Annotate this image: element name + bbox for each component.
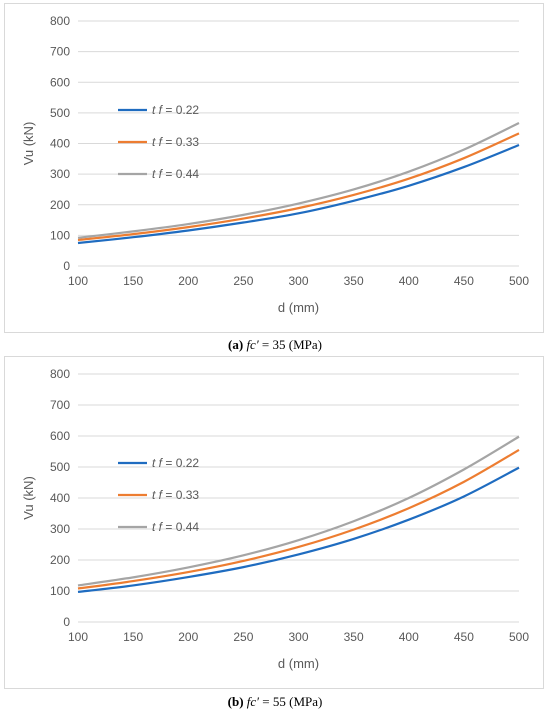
- x-tick-label: 100: [68, 274, 88, 288]
- y-tick-label: 300: [50, 522, 70, 536]
- x-tick-label: 400: [399, 630, 419, 644]
- x-tick-label: 450: [454, 274, 474, 288]
- x-tick-label: 500: [509, 274, 529, 288]
- y-tick-label: 800: [50, 14, 70, 28]
- series-line-1: [77, 144, 520, 245]
- legend-entry: t f = 0.33: [152, 135, 199, 149]
- series-line-1: [77, 466, 520, 594]
- series-line-3: [77, 435, 520, 587]
- x-tick-label: 150: [123, 274, 143, 288]
- y-tick-label: 400: [50, 137, 70, 151]
- x-tick-label: 200: [178, 630, 198, 644]
- x-tick-label: 300: [288, 274, 308, 288]
- x-tick-label: 150: [123, 630, 143, 644]
- series-line-2: [77, 448, 520, 590]
- legend-entry: t f = 0.22: [152, 103, 199, 117]
- y-tick-label: 700: [50, 45, 70, 59]
- x-tick-label: 500: [509, 630, 529, 644]
- x-tick-label: 400: [399, 274, 419, 288]
- y-tick-label: 100: [50, 228, 70, 242]
- x-axis-label: d (mm): [278, 300, 319, 315]
- legend-entry: t f = 0.22: [152, 456, 199, 470]
- y-tick-label: 700: [50, 398, 70, 412]
- caption-b-variable: fc′: [246, 694, 260, 709]
- y-tick-label: 600: [50, 429, 70, 443]
- legend-entry: t f = 0.44: [152, 520, 199, 534]
- y-tick-label: 200: [50, 553, 70, 567]
- y-tick-label: 600: [50, 75, 70, 89]
- y-tick-label: 800: [50, 367, 70, 381]
- chart-panel-b: 0 100 200 300 400 500 600 700 800 100 150 200 250 300…: [4, 356, 544, 689]
- chart-panel-a: 0 100 200 300 400 500 600 700 800 100 150 200 250 300…: [4, 3, 544, 333]
- legend-entry: t f = 0.33: [152, 488, 199, 502]
- x-tick-label: 200: [178, 274, 198, 288]
- caption-a-value: = 35 (MPa): [258, 337, 322, 352]
- x-tick-label: 250: [233, 274, 253, 288]
- series-line-2: [77, 132, 520, 242]
- y-axis-label: Vu (kN): [21, 476, 36, 520]
- y-tick-label: 0: [63, 615, 70, 629]
- y-tick-label: 0: [63, 259, 70, 273]
- y-tick-label: 300: [50, 167, 70, 181]
- series-line-3: [77, 121, 520, 239]
- caption-b-value: = 55 (MPa): [259, 694, 323, 709]
- legend-entry: t f = 0.44: [152, 167, 199, 181]
- x-axis-label: d (mm): [278, 656, 319, 671]
- x-tick-label: 100: [68, 630, 88, 644]
- caption-a-letter: (a): [228, 337, 244, 352]
- caption-a-variable: fc′: [246, 337, 259, 352]
- y-axis-label: Vu (kN): [21, 122, 36, 166]
- x-tick-label: 300: [288, 630, 308, 644]
- x-tick-label: 250: [233, 630, 253, 644]
- y-tick-label: 100: [50, 584, 70, 598]
- x-tick-label: 350: [344, 630, 364, 644]
- y-tick-label: 500: [50, 106, 70, 120]
- x-tick-label: 450: [454, 630, 474, 644]
- x-tick-label: 350: [344, 274, 364, 288]
- caption-a: (a) fc′ = 35 (MPa): [0, 337, 550, 353]
- y-tick-label: 200: [50, 198, 70, 212]
- y-tick-label: 500: [50, 460, 70, 474]
- y-tick-label: 400: [50, 491, 70, 505]
- caption-b: (b) fc′ = 55 (MPa): [0, 694, 550, 710]
- caption-b-letter: (b): [227, 694, 244, 709]
